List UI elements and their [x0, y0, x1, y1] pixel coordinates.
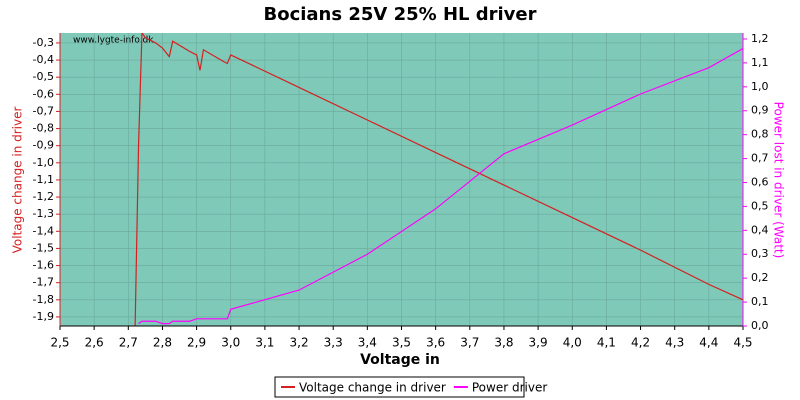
series-line [138, 48, 743, 325]
y-axis-label: Voltage change in driver [11, 107, 25, 254]
x-tick-label: 3,6 [426, 336, 445, 350]
y-tick-label: -0,5 [33, 70, 54, 83]
x-tick-label: 3,2 [290, 336, 309, 350]
x-tick-label: 4,2 [631, 336, 650, 350]
y-tick-label: -0,8 [33, 122, 54, 135]
x-tick-label: 2,6 [85, 336, 104, 350]
watermark: www.lygte-info.dk [73, 36, 154, 46]
x-axis-label: Voltage in [360, 352, 440, 368]
y-tick-label: -1,0 [33, 156, 54, 169]
x-tick-label: 2,5 [50, 336, 69, 350]
y2-axis-label: Power lost in driver (Watt) [772, 102, 786, 259]
y2-tick-label: 0,0 [751, 319, 769, 332]
y-tick-label: -0,4 [33, 53, 54, 66]
y-tick-label: -1,5 [33, 241, 54, 254]
x-tick-label: 4,0 [563, 336, 582, 350]
y-tick-label: -0,6 [33, 87, 54, 100]
x-tick-label: 3,0 [221, 336, 240, 350]
y2-tick-label: 0,5 [751, 199, 769, 212]
y-tick-label: -1,4 [33, 224, 54, 237]
x-tick-label: 2,7 [119, 336, 138, 350]
x-tick-label: 4,3 [665, 336, 684, 350]
x-tick-label: 4,4 [699, 336, 718, 350]
y-tick-label: -1,1 [33, 173, 54, 186]
x-tick-label: 3,9 [529, 336, 548, 350]
x-tick-label: 3,4 [358, 336, 377, 350]
y-tick-label: -1,8 [33, 293, 54, 306]
y2-tick-label: 0,2 [751, 271, 769, 284]
y2-tick-label: 0,1 [751, 295, 769, 308]
y2-tick-label: 0,3 [751, 247, 769, 260]
x-tick-label: 2,9 [187, 336, 206, 350]
y2-tick-label: 1,2 [751, 32, 769, 45]
x-tick-label: 3,1 [255, 336, 274, 350]
legend-box [274, 376, 525, 398]
y2-tick-label: 0,7 [751, 152, 769, 165]
x-tick-label: 3,3 [324, 336, 343, 350]
y-tick-label: -1,3 [33, 207, 54, 220]
x-tick-label: 4,5 [733, 336, 752, 350]
y-tick-label: -0,3 [33, 36, 54, 49]
y2-tick-label: 0,6 [751, 175, 769, 188]
legend-label: Power driver [472, 381, 547, 395]
y-tick-label: -1,2 [33, 190, 54, 203]
legend-label: Voltage change in driver [299, 381, 446, 395]
y-tick-label: -1,7 [33, 276, 54, 289]
x-tick-label: 2,8 [153, 336, 172, 350]
chart-title: Bocians 25V 25% HL driver [263, 4, 536, 25]
y2-tick-label: 0,8 [751, 128, 769, 141]
y-tick-label: -1,9 [33, 310, 54, 323]
y2-tick-label: 1,0 [751, 80, 769, 93]
y-tick-label: -0,9 [33, 139, 54, 152]
plot-lines [134, 33, 743, 326]
x-tick-label: 4,1 [597, 336, 616, 350]
x-tick-label: 3,7 [460, 336, 479, 350]
y-tick-label: -0,7 [33, 104, 54, 117]
y-tick-label: -1,6 [33, 259, 54, 272]
x-tick-label: 3,8 [494, 336, 513, 350]
series-line [134, 33, 743, 326]
x-tick-label: 3,5 [392, 336, 411, 350]
y2-tick-label: 0,9 [751, 104, 769, 117]
y2-tick-label: 1,1 [751, 56, 769, 69]
y2-tick-label: 0,4 [751, 223, 769, 236]
